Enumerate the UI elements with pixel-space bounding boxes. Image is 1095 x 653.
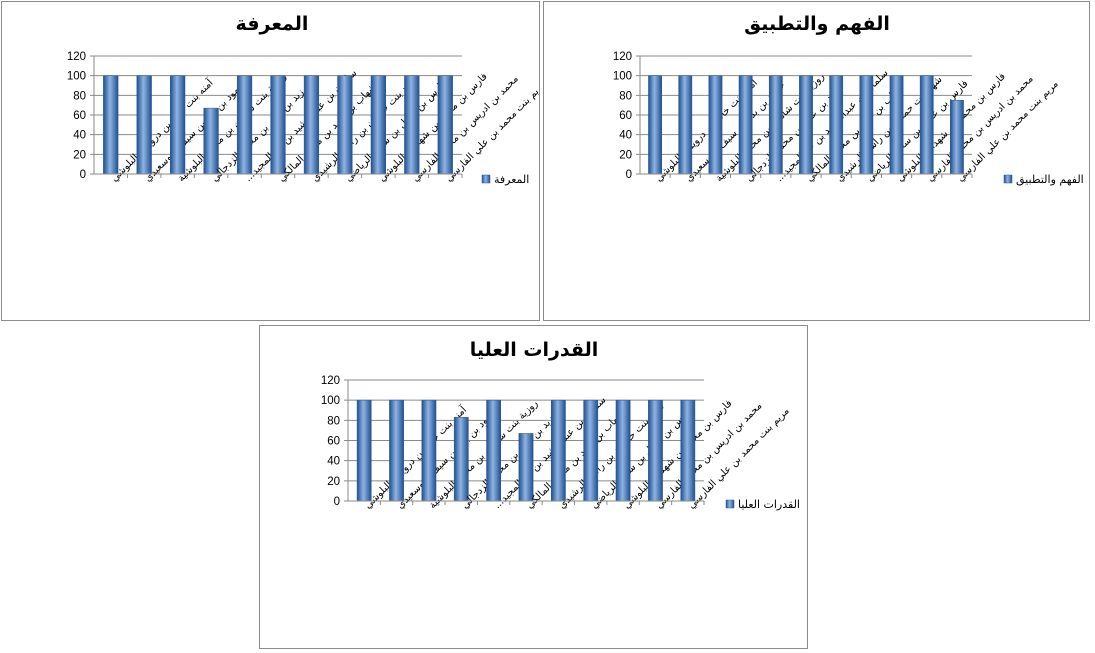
chart-title: القدرات العليا: [470, 339, 598, 361]
bar: [453, 417, 469, 502]
y-tick-label: 0: [80, 169, 86, 181]
bar: [389, 399, 404, 502]
bar: [678, 75, 693, 175]
y-tick-label: 20: [327, 476, 340, 488]
bar: [680, 399, 696, 502]
bar: [768, 75, 783, 175]
bar: [170, 75, 186, 175]
legend-swatch: [481, 174, 491, 184]
y-tick-label: 80: [327, 415, 340, 427]
y-tick-label: 0: [334, 496, 340, 508]
bar: [203, 107, 219, 175]
y-tick-label: 40: [73, 130, 86, 142]
chart-title: المعرفة: [236, 13, 309, 35]
legend-swatch: [725, 499, 735, 509]
bar: [136, 75, 152, 175]
bar: [270, 75, 286, 175]
y-tick-label: 40: [327, 456, 340, 468]
y-tick-label: 100: [321, 395, 340, 407]
bar: [236, 75, 253, 175]
bar: [708, 75, 723, 175]
bar: [859, 75, 874, 175]
y-tick-label: 100: [613, 71, 632, 83]
bar: [404, 75, 420, 175]
chart-title: الفهم والتطبيق: [744, 13, 890, 35]
y-tick-label: 80: [73, 90, 86, 102]
bar: [518, 433, 534, 502]
bar: [303, 75, 320, 175]
legend-label: الفهم والتطبيق: [1016, 173, 1084, 187]
y-tick-label: 60: [327, 436, 340, 448]
bar: [370, 75, 386, 175]
bar: [421, 399, 437, 502]
bar: [648, 399, 663, 502]
bar: [950, 100, 964, 175]
chart-panel-higher-abilities: القدرات العليا 0 20 40 60 80 100 120 آمنه بنت خا…: [259, 325, 808, 649]
y-tick-label: 40: [619, 130, 632, 142]
y-tick-label: 120: [321, 375, 340, 387]
y-tick-label: 60: [73, 110, 86, 122]
bar: [486, 399, 502, 502]
bar: [738, 75, 753, 175]
y-tick-label: 0: [626, 169, 632, 181]
bar: [615, 399, 631, 502]
y-tick-label: 100: [67, 71, 86, 83]
bar: [648, 75, 662, 175]
y-tick-label: 60: [619, 110, 632, 122]
bar: [337, 75, 353, 175]
bar: [550, 399, 566, 502]
legend-label: المعرفة: [494, 173, 529, 186]
bar: [889, 75, 904, 175]
bar: [799, 75, 813, 175]
y-tick-label: 120: [613, 51, 632, 63]
y-tick-label: 20: [73, 149, 86, 161]
chart-panel-knowledge: المعرفة 0 20 40 60 80 100 120 آمنه بنت خالد بن د…: [1, 1, 540, 321]
legend-swatch: [1003, 174, 1013, 184]
bar: [583, 399, 599, 502]
bar: [437, 75, 453, 175]
bar: [919, 75, 934, 175]
bar: [103, 75, 119, 175]
legend-label: القدرات العليا: [738, 498, 800, 511]
y-tick-label: 20: [619, 149, 632, 161]
bar: [356, 399, 372, 502]
y-tick-label: 80: [619, 90, 632, 102]
bar: [829, 75, 844, 175]
y-tick-label: 120: [67, 51, 86, 63]
chart-panel-understanding: الفهم والتطبيق 0 20 40 60 80 100 120 آمنه بنت خا…: [543, 1, 1090, 321]
